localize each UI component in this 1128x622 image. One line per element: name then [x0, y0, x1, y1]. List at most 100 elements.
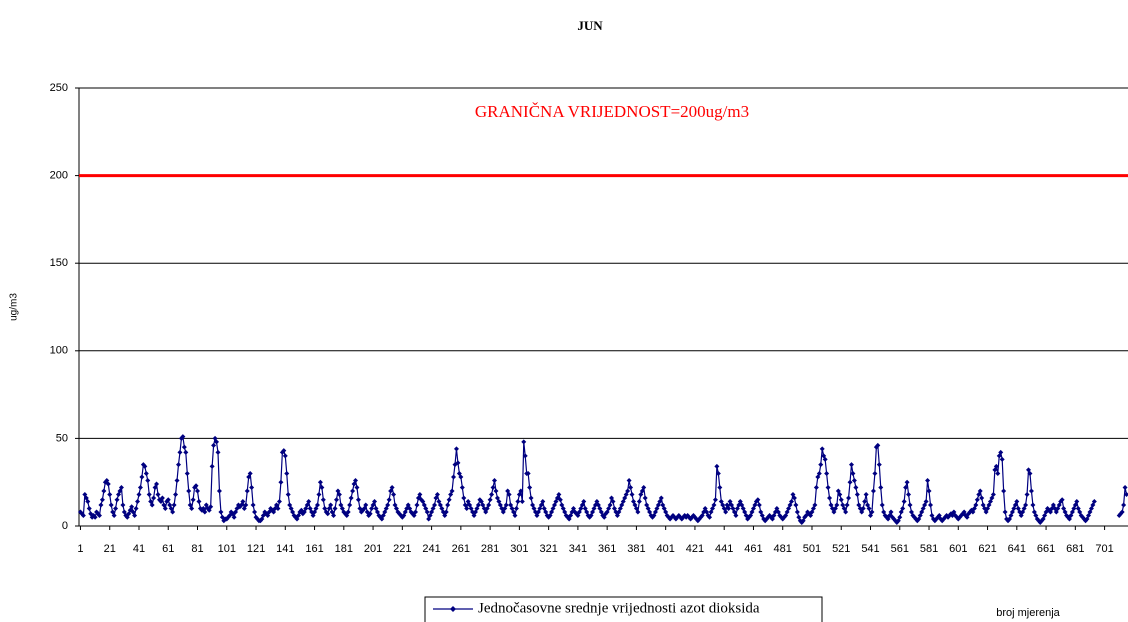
data-point — [385, 502, 391, 508]
data-point — [999, 456, 1005, 462]
data-point — [195, 488, 201, 494]
data-point — [503, 502, 509, 508]
data-point — [391, 491, 397, 497]
data-point — [848, 462, 854, 468]
data-point — [446, 497, 452, 503]
data-point — [137, 484, 143, 490]
data-point — [1027, 470, 1033, 476]
data-point — [610, 498, 616, 504]
data-point — [923, 498, 929, 504]
data-point — [872, 470, 878, 476]
x-tick-label: 201 — [364, 543, 382, 555]
data-point — [789, 498, 795, 504]
data-point — [834, 502, 840, 508]
data-point — [726, 505, 732, 511]
data-point — [813, 484, 819, 490]
x-tick-label: 521 — [832, 543, 850, 555]
data-point — [218, 509, 224, 515]
data-point — [412, 509, 418, 515]
data-point — [350, 488, 356, 494]
data-point — [636, 498, 642, 504]
data-point — [132, 512, 138, 518]
data-point — [244, 488, 250, 494]
x-tick-label: 141 — [276, 543, 294, 555]
y-tick-label: 50 — [56, 432, 68, 444]
data-point — [888, 509, 894, 515]
data-point — [756, 502, 762, 508]
data-point — [837, 491, 843, 497]
data-point — [316, 491, 322, 497]
data-point — [1121, 502, 1127, 508]
data-point — [812, 502, 818, 508]
x-tick-label: 561 — [891, 543, 909, 555]
data-point — [475, 502, 481, 508]
data-point — [154, 481, 160, 487]
data-point — [711, 502, 717, 508]
data-point — [493, 488, 499, 494]
x-tick-label: 501 — [803, 543, 821, 555]
data-point — [1091, 498, 1097, 504]
data-point — [819, 446, 825, 452]
data-point — [114, 497, 120, 503]
x-tick-label: 361 — [598, 543, 616, 555]
data-point — [250, 502, 256, 508]
data-point — [434, 491, 440, 497]
data-point — [506, 491, 512, 497]
data-point — [414, 502, 420, 508]
data-point — [717, 484, 723, 490]
data-point — [489, 491, 495, 497]
data-point — [186, 488, 192, 494]
data-point — [86, 505, 92, 511]
data-point — [515, 498, 521, 504]
data-point — [113, 505, 119, 511]
data-point — [190, 497, 196, 503]
data-point — [540, 498, 546, 504]
data-point — [903, 484, 909, 490]
data-point — [281, 448, 287, 454]
data-point — [838, 497, 844, 503]
data-point — [170, 509, 176, 515]
data-point — [843, 509, 849, 515]
data-point — [183, 449, 189, 455]
data-point — [424, 509, 430, 515]
data-point — [1028, 488, 1034, 494]
data-point — [525, 470, 531, 476]
data-point — [866, 505, 872, 511]
data-point — [973, 502, 979, 508]
data-point — [99, 497, 105, 503]
data-point — [723, 509, 729, 515]
data-point — [202, 509, 208, 515]
data-point — [528, 495, 534, 501]
data-point — [1020, 509, 1026, 515]
data-point — [328, 502, 334, 508]
data-point — [1024, 491, 1030, 497]
data-point — [794, 509, 800, 515]
data-point — [907, 502, 913, 508]
data-point — [818, 462, 824, 468]
data-point — [306, 498, 312, 504]
x-tick-label: 541 — [861, 543, 879, 555]
data-point — [876, 462, 882, 468]
x-tick-label: 601 — [949, 543, 967, 555]
data-point — [118, 484, 124, 490]
data-point — [847, 479, 853, 485]
data-point — [1001, 488, 1007, 494]
data-point — [151, 495, 157, 501]
data-point — [979, 495, 985, 501]
data-point — [897, 514, 903, 520]
data-point — [135, 498, 141, 504]
data-point — [755, 497, 761, 503]
data-point — [641, 484, 647, 490]
x-tick-label: 181 — [335, 543, 353, 555]
data-point — [998, 449, 1004, 455]
x-tick-label: 161 — [305, 543, 323, 555]
data-point — [927, 502, 933, 508]
x-tick-label: 681 — [1066, 543, 1084, 555]
data-point — [490, 484, 496, 490]
data-point — [143, 470, 149, 476]
data-point — [518, 488, 524, 494]
data-point — [142, 463, 148, 469]
data-point — [557, 497, 563, 503]
x-tick-label: 41 — [133, 543, 145, 555]
